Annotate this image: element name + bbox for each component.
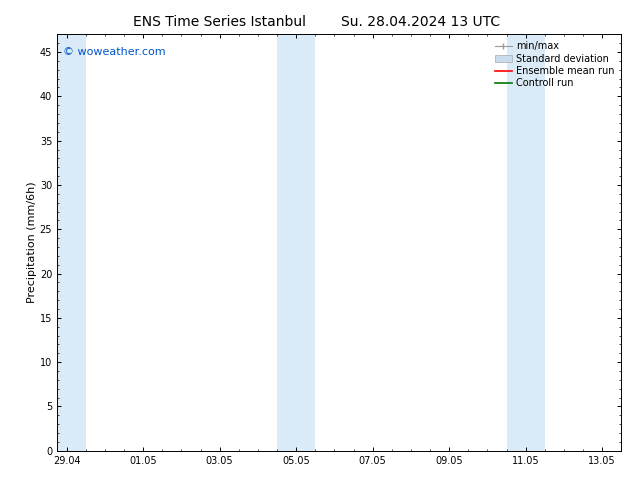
Text: ENS Time Series Istanbul        Su. 28.04.2024 13 UTC: ENS Time Series Istanbul Su. 28.04.2024 … xyxy=(133,15,501,29)
Bar xyxy=(57,34,86,451)
Bar xyxy=(277,34,315,451)
Y-axis label: Precipitation (mm/6h): Precipitation (mm/6h) xyxy=(27,182,37,303)
Bar xyxy=(507,34,545,451)
Text: © woweather.com: © woweather.com xyxy=(63,47,165,57)
Legend: min/max, Standard deviation, Ensemble mean run, Controll run: min/max, Standard deviation, Ensemble me… xyxy=(493,39,616,90)
